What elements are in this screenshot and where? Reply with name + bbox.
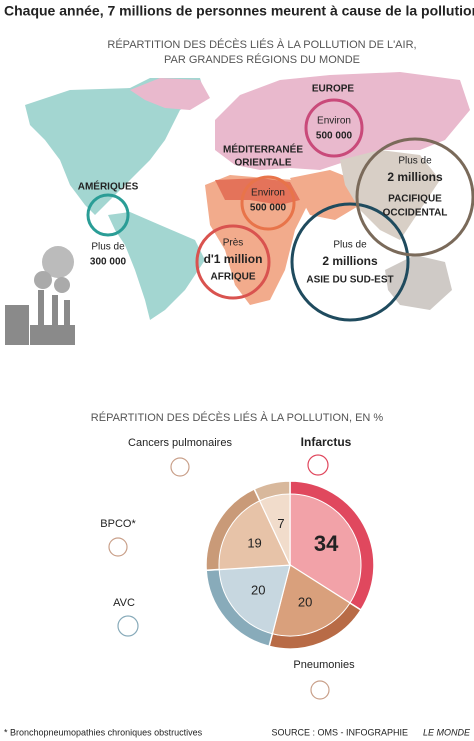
region-name: ORIENTALE — [234, 158, 291, 169]
region-name: OCCIDENTAL — [383, 208, 448, 219]
source-brand: LE MONDE — [423, 727, 471, 737]
region-name: MÉDITERRANÉE — [223, 143, 303, 156]
category-label: Pneumonies — [293, 659, 355, 671]
pie-slice — [271, 564, 351, 637]
pie-labels: Cancers pulmonaires Infarctus BPCO* AVC … — [100, 435, 355, 671]
source: SOURCE : OMS - INFOGRAPHIE — [271, 727, 408, 737]
region-value: 500 000 — [250, 203, 287, 214]
region-value: 2 millions — [322, 254, 378, 268]
footnote: * Bronchopneumopathies chroniques obstru… — [4, 727, 203, 737]
region-name: AFRIQUE — [211, 272, 256, 283]
title: Chaque année, 7 millions de personnes me… — [4, 3, 474, 19]
region-name: EUROPE — [312, 84, 355, 95]
region-name: AMÉRIQUES — [78, 180, 139, 193]
value-label: 19 — [247, 535, 261, 550]
region-text: Environ — [251, 188, 285, 199]
value-label: 20 — [298, 595, 312, 610]
pie: 34 20 20 19 7 — [205, 480, 375, 650]
category-label: Cancers pulmonaires — [128, 437, 232, 449]
pie-slice — [218, 500, 291, 570]
category-label: AVC — [113, 597, 135, 609]
region-value: d'1 million — [204, 252, 263, 266]
region-text: Environ — [317, 116, 351, 127]
category-label: Infarctus — [301, 435, 352, 449]
region-value: 2 millions — [387, 170, 443, 184]
map-subtitle: RÉPARTITION DES DÉCÈS LIÉS À LA POLLUTIO… — [107, 38, 416, 51]
icons — [108, 454, 330, 700]
category-label: BPCO* — [100, 518, 136, 530]
value-label: 7 — [277, 516, 284, 531]
pie-slice — [259, 493, 291, 566]
region-text: Plus de — [398, 156, 432, 167]
pie-slice — [218, 564, 291, 635]
region-value: 300 000 — [90, 257, 127, 268]
region-labels: EUROPE Environ 500 000 MÉDITERRANÉE ORIE… — [78, 84, 448, 286]
factory-icon — [5, 246, 75, 345]
world-map — [25, 72, 470, 320]
region-text: Près — [223, 238, 244, 249]
region-circles — [86, 98, 474, 322]
region-name: PACIFIQUE — [388, 194, 442, 205]
region-name: ASIE DU SUD-EST — [306, 275, 393, 286]
chart-title: RÉPARTITION DES DÉCÈS LIÉS À LA POLLUTIO… — [91, 411, 384, 424]
region-value: 500 000 — [316, 131, 353, 142]
value-label: 34 — [314, 531, 339, 556]
region-text: Plus de — [333, 240, 367, 251]
map-subtitle: PAR GRANDES RÉGIONS DU MONDE — [164, 53, 360, 66]
region-text: Plus de — [91, 242, 125, 253]
value-label: 20 — [251, 583, 265, 598]
